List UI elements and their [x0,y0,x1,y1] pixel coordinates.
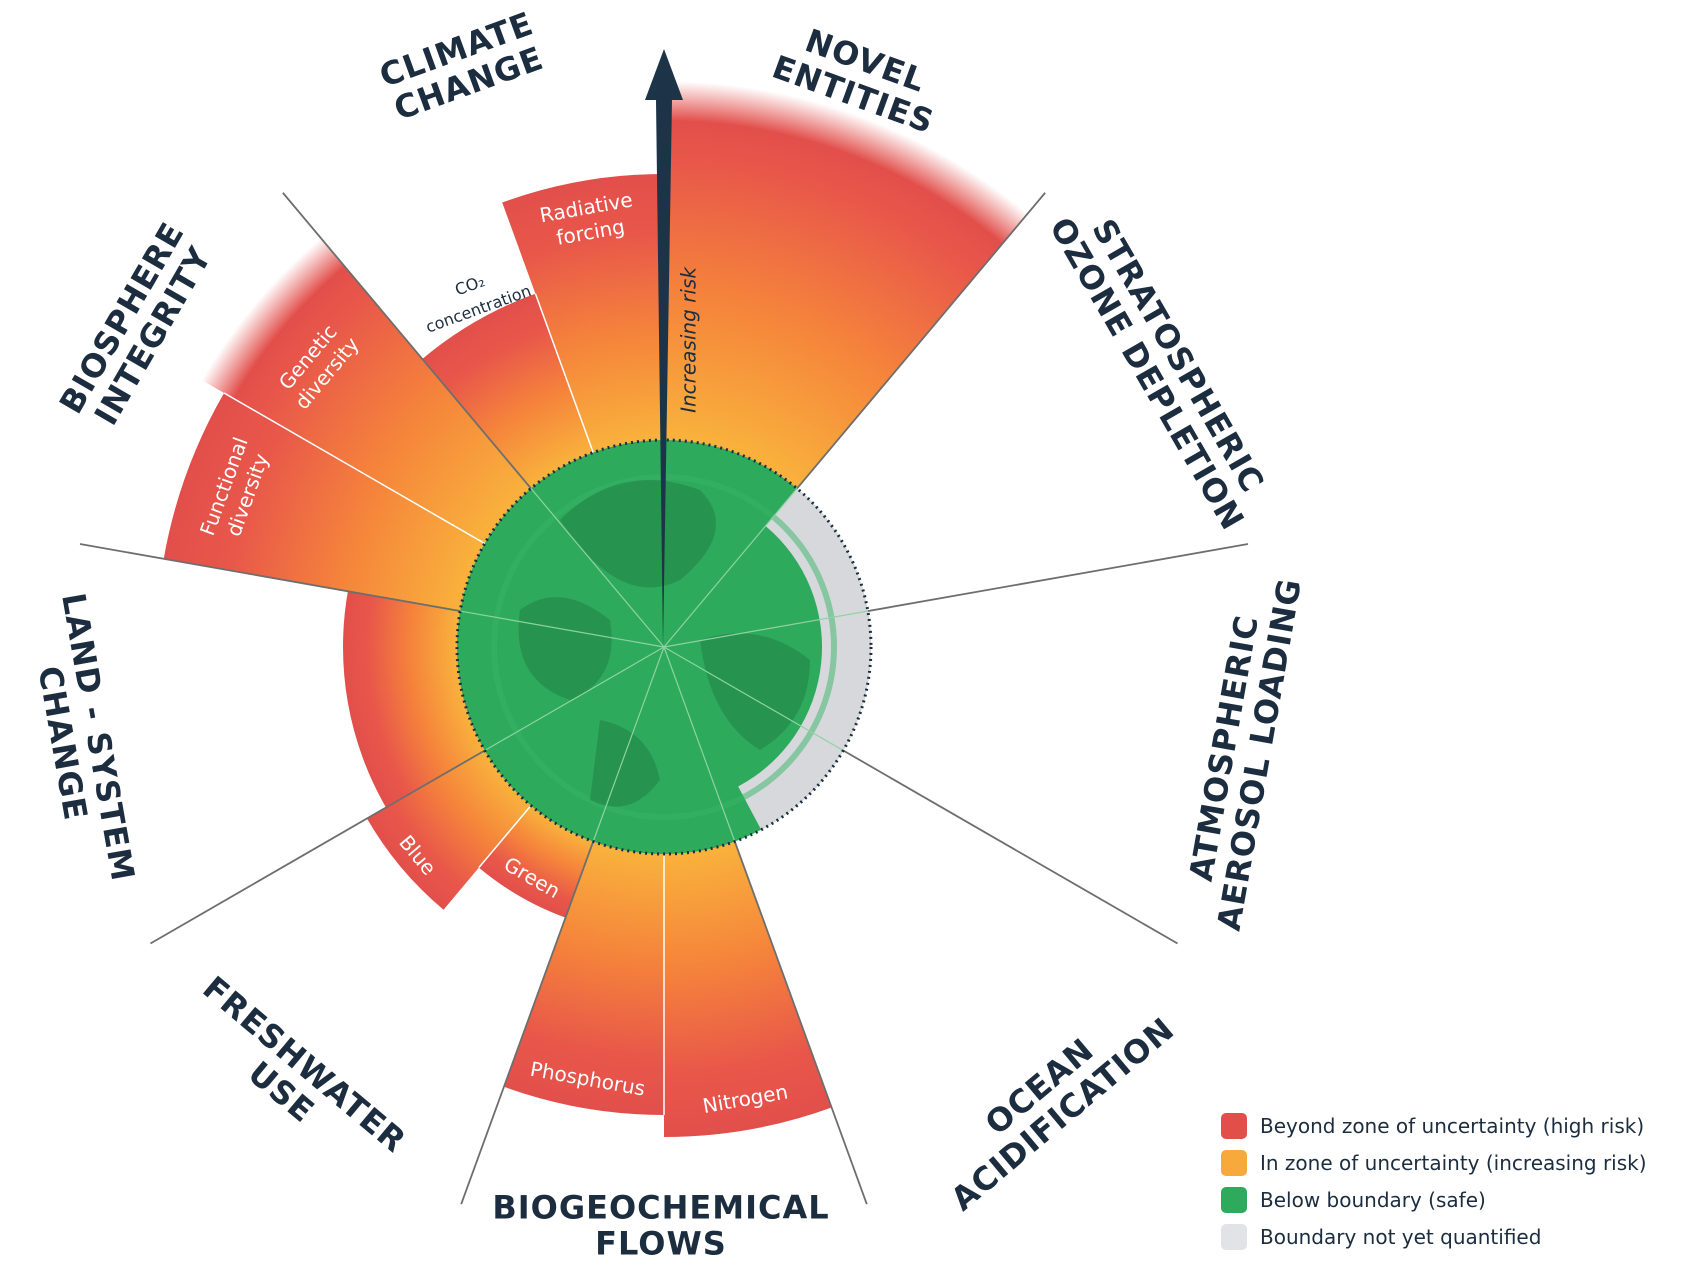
risk-arrow [645,49,683,647]
boundary-wedge [201,237,535,547]
globe-divider [663,646,844,752]
boundary-label-line: BIOGEOCHEMICAL [492,1189,829,1227]
boundary-label: LAND - SYSTEMCHANGE [19,590,143,890]
globe-divider [530,488,665,648]
boundary-wedge [664,836,832,1137]
boundary-label: BIOGEOCHEMICAL FLOWS [492,1189,829,1263]
continent [560,480,716,588]
boundary-label-line: FLOWS [595,1225,727,1263]
boundary-label-line: OZONE DEPLETION [1042,211,1252,537]
boundary-label-line: FRESHWATER [196,969,414,1161]
boundary-label: BIOSPHEREINTEGRITY [52,216,223,438]
boundary-label: FRESHWATERUSE [172,969,413,1188]
boundary-wedge [664,81,1028,493]
legend-label: Below boundary (safe) [1260,1188,1486,1212]
legend-swatch [1221,1187,1247,1213]
continent [590,720,660,807]
boundary-wedge [366,748,535,910]
continent [700,633,810,750]
legend-swatch [1221,1113,1247,1139]
globe-divider [663,610,868,648]
boundary-wedge [503,836,664,1115]
sub-label-line: CO₂ [452,271,487,299]
boundary-wedge [342,591,490,808]
boundary-wedge [163,393,490,612]
boundary-wedge [502,174,664,458]
boundary-label: ATMOSPHERICAEROSOL LOADING [1174,569,1309,934]
globe-divider [460,610,665,648]
boundary-label: CLIMATECHANGE [374,4,550,128]
globe-divider [592,646,665,842]
globe-unquantified [738,488,871,830]
globe-divider [663,488,798,648]
boundary-wedge [422,293,595,493]
legend-swatch [1221,1224,1247,1250]
globe-divider [484,646,665,752]
axis-label: Increasing risk [677,266,701,413]
boundary-label: OCEANACIDIFICATION [920,982,1181,1218]
legend-label: Beyond zone of uncertainty (high risk) [1260,1114,1644,1138]
legend-swatch [1221,1150,1247,1176]
globe-divider [663,646,736,842]
continent [518,597,612,700]
legend-label: In zone of uncertainty (increasing risk) [1260,1151,1647,1175]
boundary-ring [455,438,873,856]
boundary-label: STRATOSPHERICOZONE DEPLETION [1042,193,1283,537]
legend-label: Boundary not yet quantified [1260,1225,1541,1249]
